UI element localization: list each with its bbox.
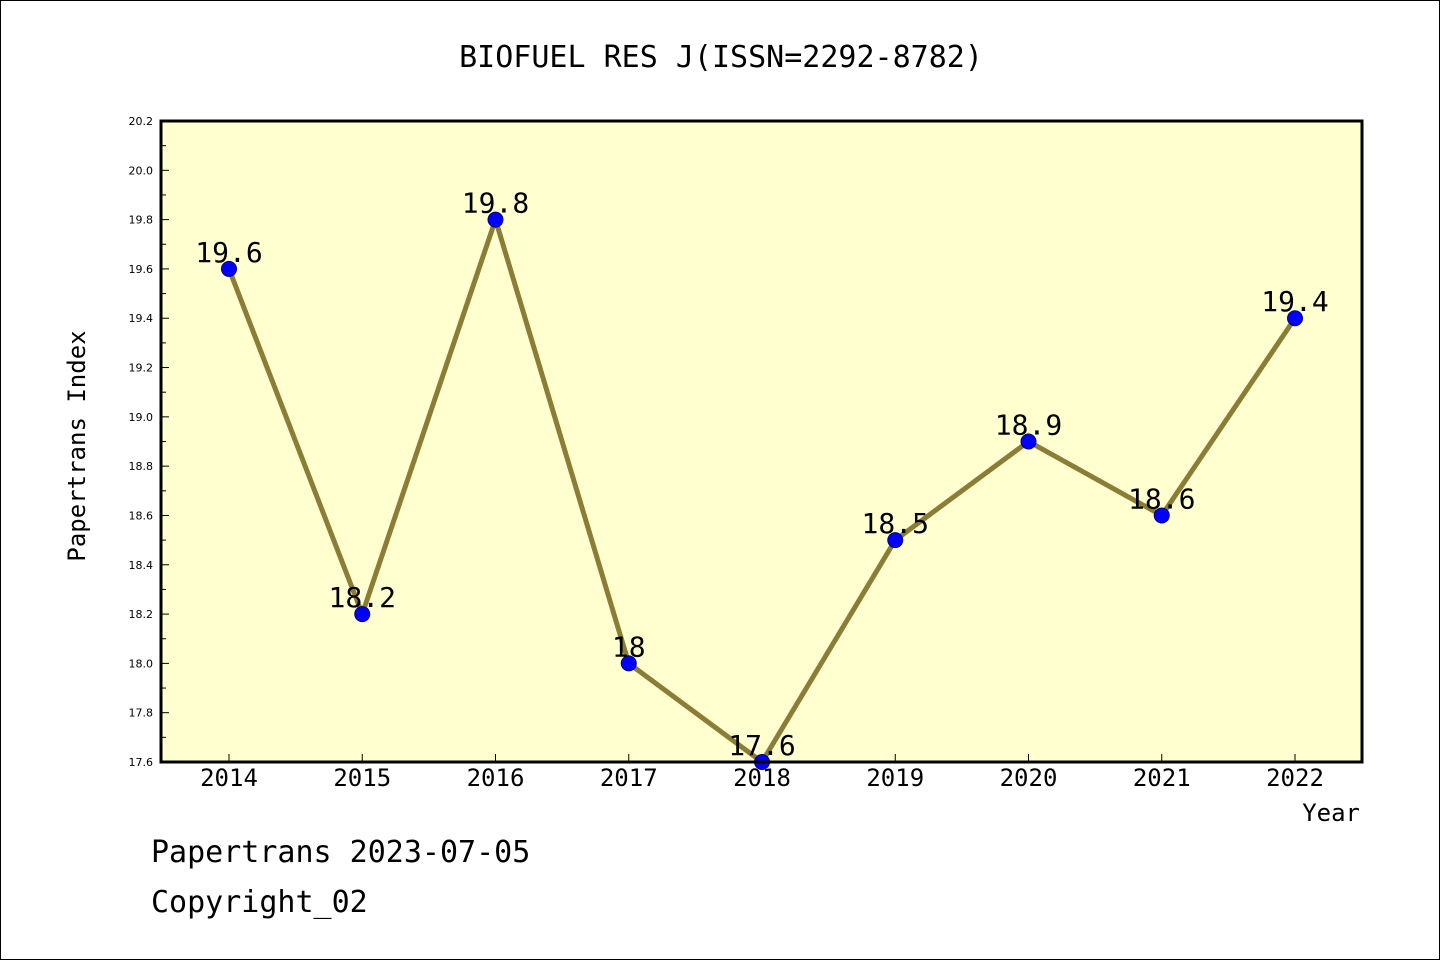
- y-tick-label: 20.2: [129, 115, 154, 128]
- data-label: 18: [612, 630, 646, 663]
- y-tick-label: 19.0: [129, 411, 154, 424]
- footer-date-line: Papertrans 2023-07-05: [151, 835, 531, 870]
- x-tick-label: 2021: [1133, 764, 1191, 792]
- data-label: 18.6: [1128, 482, 1195, 515]
- x-tick-label: 2022: [1266, 764, 1324, 792]
- data-point: [221, 260, 237, 277]
- y-tick-label: 17.8: [129, 707, 154, 720]
- x-tick-label: 2017: [600, 764, 658, 792]
- data-label: 18.9: [995, 409, 1062, 442]
- y-tick-label: 18.0: [129, 657, 154, 670]
- data-point: [1020, 433, 1037, 450]
- y-axis-label: Papertrans Index: [63, 330, 91, 561]
- data-label: 19.8: [462, 187, 529, 220]
- x-tick-label: 2015: [333, 764, 391, 792]
- plot-area: [161, 121, 1362, 762]
- y-tick-label: 18.6: [129, 509, 154, 522]
- data-point: [487, 211, 504, 228]
- footer-copyright-line: Copyright_02: [151, 885, 368, 920]
- data-point: [887, 532, 904, 549]
- y-tick-label: 17.6: [129, 756, 154, 769]
- data-point: [1287, 310, 1303, 327]
- series-layer: 19.6 18.2 19.8 18 17.6 18.5 18.9 18.6 19.4: [195, 187, 1329, 770]
- y-tick-label: 19.4: [129, 312, 154, 325]
- y-tick-label: 18.4: [129, 559, 154, 572]
- y-tick-label: 18.8: [129, 460, 154, 473]
- y-axis: 17.6 17.8 18.0 18.2 18.4 18.6 18.8 19.0 19.2 19.4…: [129, 115, 169, 769]
- x-tick-label: 2014: [200, 764, 258, 792]
- chart-title: BIOFUEL RES J(ISSN=2292-8782): [459, 40, 983, 75]
- data-label: 17.6: [728, 729, 795, 762]
- data-point: [620, 655, 637, 672]
- x-tick-label: 2019: [866, 764, 924, 792]
- x-axis-label: Year: [1302, 799, 1360, 827]
- y-tick-label: 18.2: [129, 608, 154, 621]
- data-label: 18.2: [329, 581, 396, 614]
- y-tick-label: 19.2: [129, 362, 154, 375]
- data-label: 19.4: [1261, 285, 1328, 318]
- data-point: [354, 606, 371, 623]
- y-tick-label: 19.6: [129, 263, 154, 276]
- y-tick-label: 20.0: [129, 164, 154, 177]
- y-tick-label: 19.8: [129, 214, 154, 227]
- x-tick-label: 2016: [467, 764, 525, 792]
- x-axis: 2014 2015 2016 2017 2018 2019 2020 2021 2022: [200, 754, 1324, 792]
- plot-frame: [159, 119, 1364, 764]
- x-tick-label: 2020: [1000, 764, 1058, 792]
- data-label: 19.6: [195, 236, 262, 269]
- data-point: [1153, 507, 1170, 524]
- data-label: 18.5: [862, 507, 929, 540]
